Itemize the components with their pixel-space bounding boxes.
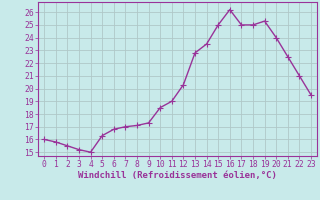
X-axis label: Windchill (Refroidissement éolien,°C): Windchill (Refroidissement éolien,°C) <box>78 171 277 180</box>
